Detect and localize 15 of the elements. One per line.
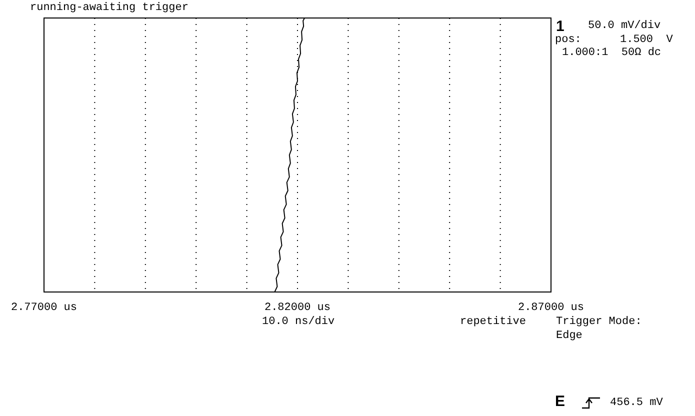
text: 1.500 V (620, 34, 673, 46)
text: 456.5 mV (610, 397, 663, 409)
text: Trigger Mode: (556, 316, 642, 328)
chart-title: running-awaiting trigger (30, 2, 188, 14)
text: 10.0 ns/div (262, 316, 335, 328)
text: 1 (556, 18, 564, 35)
text: Edge (556, 330, 582, 342)
text: pos: (555, 34, 582, 46)
text: 50.0 mV/div (588, 20, 661, 32)
text: 1.000:1 50Ω dc (562, 47, 662, 59)
x-tick-label: 2.87000 us (518, 302, 584, 314)
x-tick-label: 2.82000 us (264, 302, 331, 314)
text: repetitive (460, 316, 526, 328)
text: E (555, 393, 566, 410)
x-tick-label: 2.77000 us (10, 302, 78, 314)
